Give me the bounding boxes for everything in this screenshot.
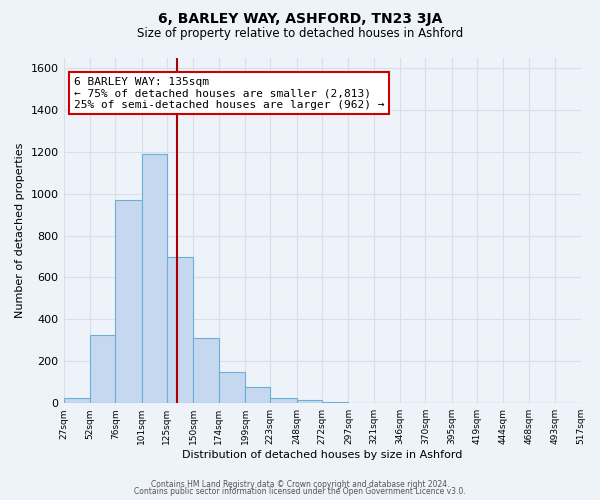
Bar [271,398,297,403]
Bar [245,388,271,403]
Text: 6 BARLEY WAY: 135sqm
← 75% of detached houses are smaller (2,813)
25% of semi-de: 6 BARLEY WAY: 135sqm ← 75% of detached h… [74,76,385,110]
Bar [322,402,349,403]
Y-axis label: Number of detached properties: Number of detached properties [15,142,25,318]
Bar [115,200,142,403]
Bar [167,256,193,403]
Bar [90,335,115,403]
Text: Size of property relative to detached houses in Ashford: Size of property relative to detached ho… [137,28,463,40]
Bar [218,372,245,403]
Bar [64,398,90,403]
Bar [193,338,218,403]
Bar [142,154,167,403]
Text: Contains HM Land Registry data © Crown copyright and database right 2024.: Contains HM Land Registry data © Crown c… [151,480,449,489]
X-axis label: Distribution of detached houses by size in Ashford: Distribution of detached houses by size … [182,450,462,460]
Text: Contains public sector information licensed under the Open Government Licence v3: Contains public sector information licen… [134,487,466,496]
Bar [297,400,322,403]
Text: 6, BARLEY WAY, ASHFORD, TN23 3JA: 6, BARLEY WAY, ASHFORD, TN23 3JA [158,12,442,26]
